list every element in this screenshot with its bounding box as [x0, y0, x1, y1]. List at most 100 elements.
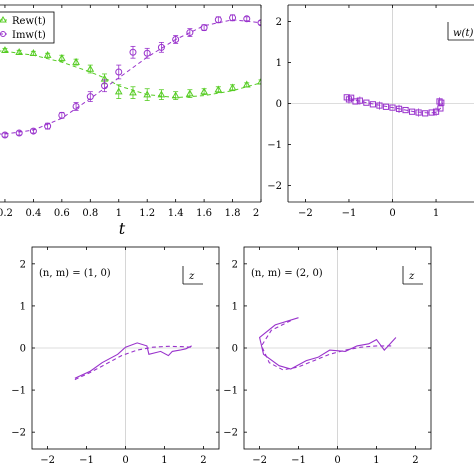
x-tick-label: −1 [79, 455, 94, 466]
triangle-marker [114, 87, 123, 95]
data-point [422, 110, 429, 117]
x-tick-label: 2 [200, 455, 206, 466]
circle-marker [101, 82, 109, 90]
data-point [29, 49, 38, 56]
square-marker [376, 102, 383, 109]
data-point [1, 46, 9, 54]
data-point [408, 108, 416, 115]
square-marker [382, 103, 390, 110]
circle-marker [229, 14, 237, 22]
square-marker [352, 98, 359, 105]
x-tick-label: 0 [389, 208, 395, 219]
trajectory-dashed [74, 345, 192, 381]
data-point [129, 86, 137, 99]
triangle-marker [86, 64, 95, 72]
circle-marker [72, 102, 80, 110]
x-tick-label: 0.6 [54, 208, 70, 219]
y-tick-label: 1 [276, 58, 282, 69]
panel-z-2-0: −2 −1 0 1 2 2 1 0 −1 −2 (n, m) = (2, 0) z [223, 246, 432, 466]
triangle-marker [43, 51, 52, 58]
p3-label-text: z [408, 271, 415, 282]
data-point [432, 107, 440, 116]
y-tick-label: 1 [20, 301, 26, 312]
circle-marker [157, 43, 165, 51]
x-tick-label: 2 [253, 208, 259, 219]
square-marker [422, 110, 429, 117]
x-tick-label: 1 [433, 208, 439, 219]
circle-marker [257, 19, 261, 27]
x-tick-label: 1.8 [225, 208, 241, 219]
square-marker [436, 98, 443, 105]
x-tick-label: 0.4 [25, 208, 41, 219]
data-point [436, 97, 443, 106]
triangle-marker [242, 80, 251, 88]
data-point [214, 16, 222, 24]
triangle-marker [257, 77, 261, 85]
data-point [437, 105, 444, 112]
data-point [1, 131, 9, 139]
square-marker [432, 108, 440, 115]
data-point [415, 108, 422, 117]
p3-annotation: (n, m) = (2, 0) [251, 268, 323, 279]
square-marker [438, 99, 445, 106]
triangle-marker [200, 87, 208, 95]
x-tick-label: −2 [252, 455, 267, 466]
x-tick-label: −1 [291, 455, 306, 466]
y-tick-label: −1 [223, 386, 238, 397]
circle-marker [29, 127, 37, 135]
trajectory-solid [258, 317, 397, 370]
triangle-marker [29, 49, 38, 56]
y-tick-label: 2 [20, 259, 26, 270]
data-point [143, 88, 152, 101]
circle-marker [1, 131, 9, 139]
data-point [157, 89, 166, 100]
trajectory-dashed [260, 320, 392, 371]
y-tick-label: 0 [232, 344, 238, 355]
triangle-marker [1, 46, 9, 54]
data-point [143, 47, 151, 59]
data-point [44, 122, 52, 130]
legend-box [0, 11, 55, 44]
square-marker [356, 97, 363, 104]
x-tick-label: 2 [412, 455, 418, 466]
y-tick-label: 2 [276, 17, 282, 28]
data-point [438, 99, 445, 106]
data-point [101, 79, 109, 93]
circle-marker [243, 15, 251, 23]
y-tick-label: 0 [276, 99, 282, 110]
triangle-marker-icon [0, 16, 7, 23]
data-point [352, 98, 359, 105]
triangle-marker [228, 83, 237, 91]
triangle-marker [58, 53, 66, 61]
square-marker [415, 109, 422, 116]
data-point [257, 77, 261, 85]
y-tick-label: 2 [232, 259, 238, 270]
square-marker [395, 105, 403, 112]
data-point [382, 103, 390, 110]
square-marker [437, 105, 444, 112]
circle-marker [186, 29, 194, 37]
x-tick-label: 0 [122, 455, 128, 466]
triangle-marker [129, 88, 137, 96]
data-point [15, 129, 23, 137]
data-point [29, 127, 37, 135]
x-tick-label: 1 [373, 455, 379, 466]
x-tick-label: 0.2 [0, 208, 13, 219]
circle-marker [15, 129, 23, 137]
data-point [86, 64, 95, 74]
x-tick-label: 1.6 [196, 208, 212, 219]
circle-marker [200, 24, 208, 32]
data-point [214, 85, 223, 94]
x-tick-label: 0 [334, 455, 340, 466]
data-point [229, 14, 237, 22]
data-point [356, 96, 363, 105]
data-point [186, 28, 194, 37]
circle-marker [143, 49, 151, 57]
data-point [395, 104, 403, 113]
square-marker [408, 108, 416, 115]
square-marker [369, 101, 377, 108]
x-tick-label: −1 [342, 208, 357, 219]
triangle-marker [143, 90, 152, 98]
data-point [115, 64, 123, 80]
